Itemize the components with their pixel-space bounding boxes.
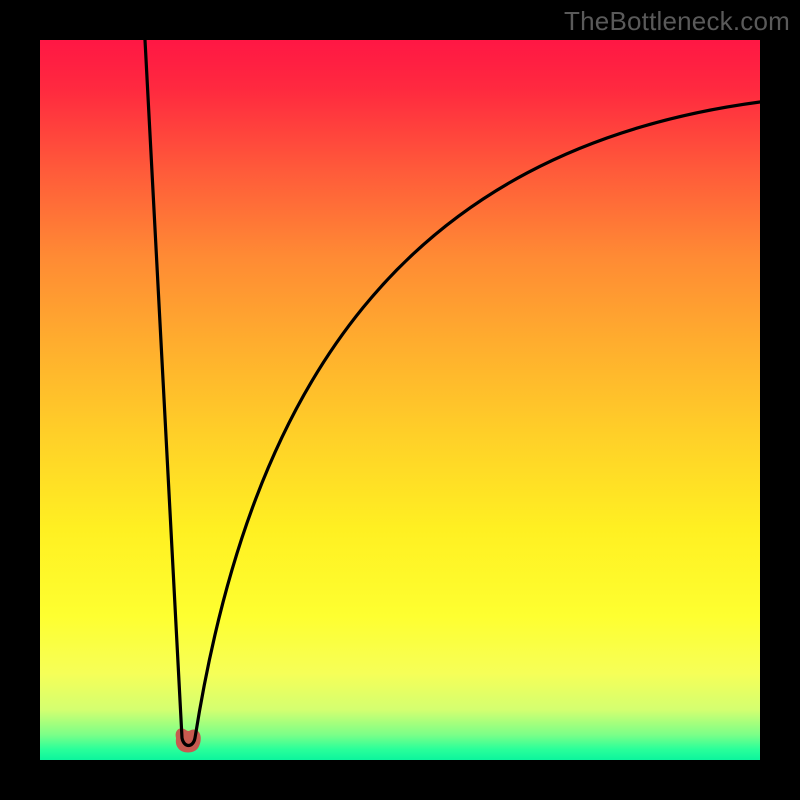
watermark-text: TheBottleneck.com xyxy=(564,6,790,37)
frame-left xyxy=(0,0,40,800)
background-gradient xyxy=(40,40,760,760)
plot-area xyxy=(40,40,760,760)
plot-svg xyxy=(40,40,760,760)
chart-container: TheBottleneck.com xyxy=(0,0,800,800)
frame-bottom xyxy=(0,760,800,800)
frame-right xyxy=(760,0,800,800)
